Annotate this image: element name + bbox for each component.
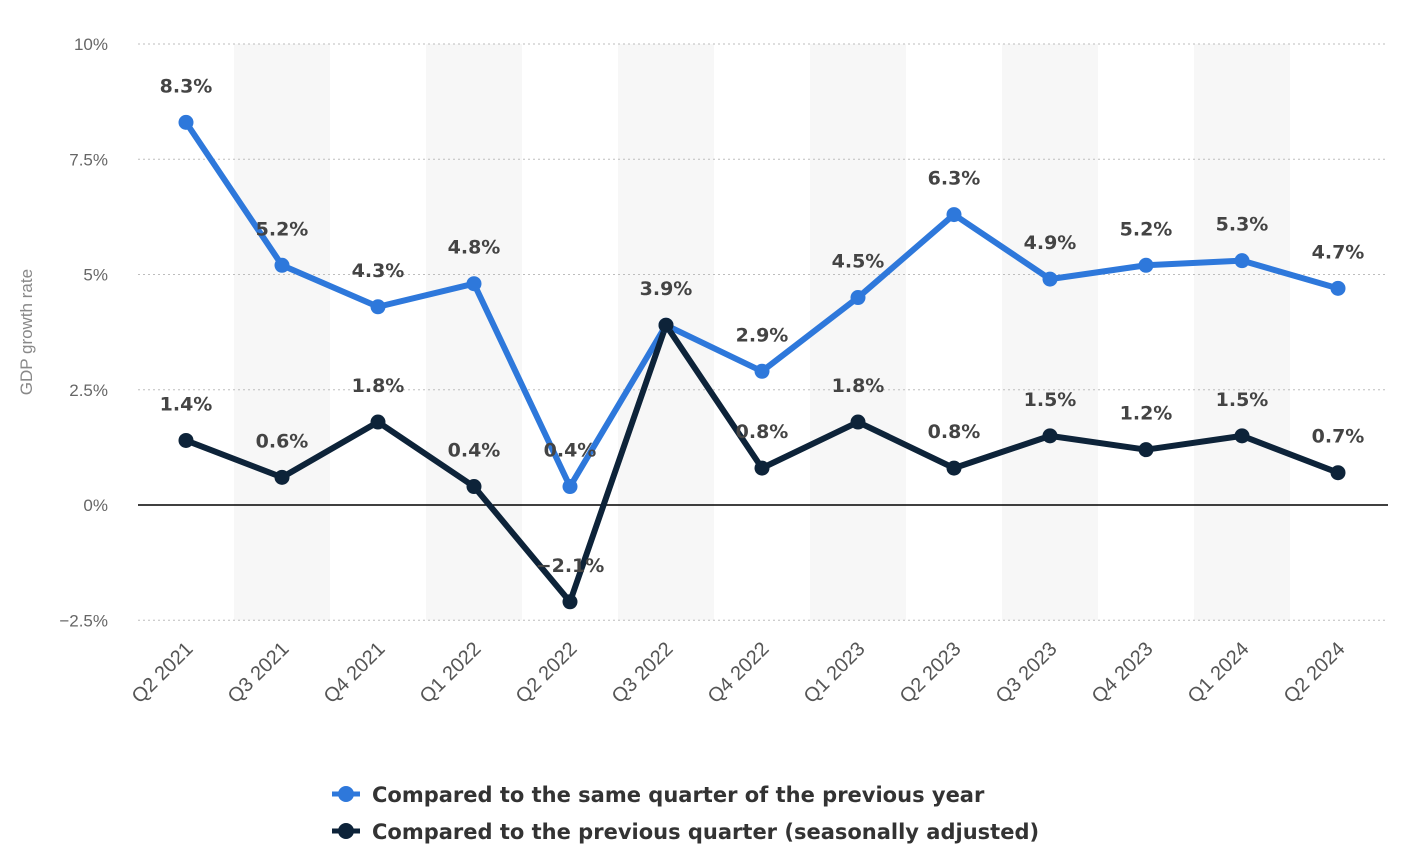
data-point[interactable] xyxy=(754,460,770,476)
data-label: 4.5% xyxy=(832,251,885,273)
x-axis-ticks: Q2 2021 Q3 2021 Q4 2021 Q1 2022 Q2 2022 Q3 20… xyxy=(128,638,1350,708)
data-label: 1.5% xyxy=(1216,389,1269,411)
legend-item-1[interactable]: Compared to the same quarter of the prev… xyxy=(332,783,985,807)
grid-lines xyxy=(138,43,1388,621)
data-point[interactable] xyxy=(370,299,386,315)
x-tick-label: Q3 2022 xyxy=(608,638,678,708)
x-tick-label: Q2 2021 xyxy=(128,638,198,708)
data-point[interactable] xyxy=(178,114,194,130)
data-label: 0.8% xyxy=(736,421,789,443)
data-point[interactable] xyxy=(562,594,578,610)
y-axis-title: GDP growth rate xyxy=(17,269,36,395)
data-point[interactable] xyxy=(466,479,482,495)
data-label: 6.3% xyxy=(928,168,981,190)
data-label: 1.8% xyxy=(352,375,405,397)
data-label: 4.8% xyxy=(448,237,501,259)
category-band xyxy=(426,44,522,621)
data-label: 5.2% xyxy=(256,218,309,240)
data-label: 0.7% xyxy=(1312,426,1365,448)
data-label: 0.4% xyxy=(448,440,501,462)
data-label: 1.5% xyxy=(1024,389,1077,411)
data-label: 5.2% xyxy=(1120,218,1173,240)
x-tick-label: Q1 2022 xyxy=(416,638,486,708)
y-tick-label: 5% xyxy=(83,266,108,285)
data-label: 0.4% xyxy=(544,440,597,462)
legend-label: Compared to the previous quarter (season… xyxy=(372,820,1039,844)
y-tick-label: −2.5% xyxy=(59,611,108,630)
data-label: 1.8% xyxy=(832,375,885,397)
legend-marker xyxy=(338,823,354,839)
y-tick-label: 10% xyxy=(74,35,108,54)
category-band xyxy=(1194,44,1290,621)
data-point[interactable] xyxy=(466,276,482,292)
category-band xyxy=(1002,44,1098,621)
alternating-bands xyxy=(234,44,1290,621)
data-point[interactable] xyxy=(1234,253,1250,269)
series-lines xyxy=(183,119,1341,605)
data-point[interactable] xyxy=(1042,428,1058,444)
data-label: 0.8% xyxy=(928,421,981,443)
y-tick-label: 2.5% xyxy=(69,381,108,400)
category-band xyxy=(810,44,906,621)
data-point[interactable] xyxy=(1330,280,1346,296)
data-label: 5.3% xyxy=(1216,214,1269,236)
data-labels: 8.3% 5.2% 4.3% 4.8% 0.4% 3.9% 2.9% 4.5% 6.3% 4.9%… xyxy=(160,75,1365,576)
x-tick-label: Q2 2024 xyxy=(1280,638,1350,708)
legend[interactable]: Compared to the same quarter of the prev… xyxy=(332,783,1039,844)
data-label: 4.3% xyxy=(352,260,405,282)
data-point[interactable] xyxy=(850,290,866,306)
x-tick-label: Q2 2022 xyxy=(512,638,582,708)
data-point[interactable] xyxy=(754,363,770,379)
data-label: 3.9% xyxy=(640,278,693,300)
data-label: 1.4% xyxy=(160,393,213,415)
data-label: 1.2% xyxy=(1120,403,1173,425)
y-tick-label: 0% xyxy=(83,496,108,515)
legend-item-2[interactable]: Compared to the previous quarter (season… xyxy=(332,820,1039,844)
data-point[interactable] xyxy=(562,479,578,495)
data-point[interactable] xyxy=(658,317,674,333)
x-tick-label: Q3 2023 xyxy=(992,638,1062,708)
data-point[interactable] xyxy=(946,207,962,223)
data-point[interactable] xyxy=(1234,428,1250,444)
y-tick-label: 7.5% xyxy=(69,150,108,169)
category-band xyxy=(234,44,330,621)
data-label: 4.7% xyxy=(1312,241,1365,263)
x-tick-label: Q1 2023 xyxy=(800,638,870,708)
data-label: 4.9% xyxy=(1024,232,1077,254)
series-points xyxy=(178,114,1346,610)
x-tick-label: Q4 2022 xyxy=(704,638,774,708)
x-tick-label: Q2 2023 xyxy=(896,638,966,708)
data-label: 0.6% xyxy=(256,430,309,452)
data-point[interactable] xyxy=(178,432,194,448)
data-point[interactable] xyxy=(274,469,290,485)
data-point[interactable] xyxy=(274,257,290,273)
data-label: −2.1% xyxy=(536,555,605,577)
data-point[interactable] xyxy=(850,414,866,430)
data-point[interactable] xyxy=(1138,442,1154,458)
x-tick-label: Q4 2021 xyxy=(320,638,390,708)
data-point[interactable] xyxy=(1330,465,1346,481)
legend-label: Compared to the same quarter of the prev… xyxy=(372,783,985,807)
data-point[interactable] xyxy=(370,414,386,430)
y-axis-ticks: −2.5% 0% 2.5% 5% 7.5% 10% xyxy=(59,35,108,630)
data-label: 8.3% xyxy=(160,75,213,97)
x-tick-label: Q4 2023 xyxy=(1088,638,1158,708)
data-point[interactable] xyxy=(946,460,962,476)
legend-marker xyxy=(338,786,354,802)
data-point[interactable] xyxy=(1138,257,1154,273)
x-tick-label: Q1 2024 xyxy=(1184,638,1254,708)
data-label: 2.9% xyxy=(736,324,789,346)
data-point[interactable] xyxy=(1042,271,1058,287)
x-tick-label: Q3 2021 xyxy=(224,638,294,708)
